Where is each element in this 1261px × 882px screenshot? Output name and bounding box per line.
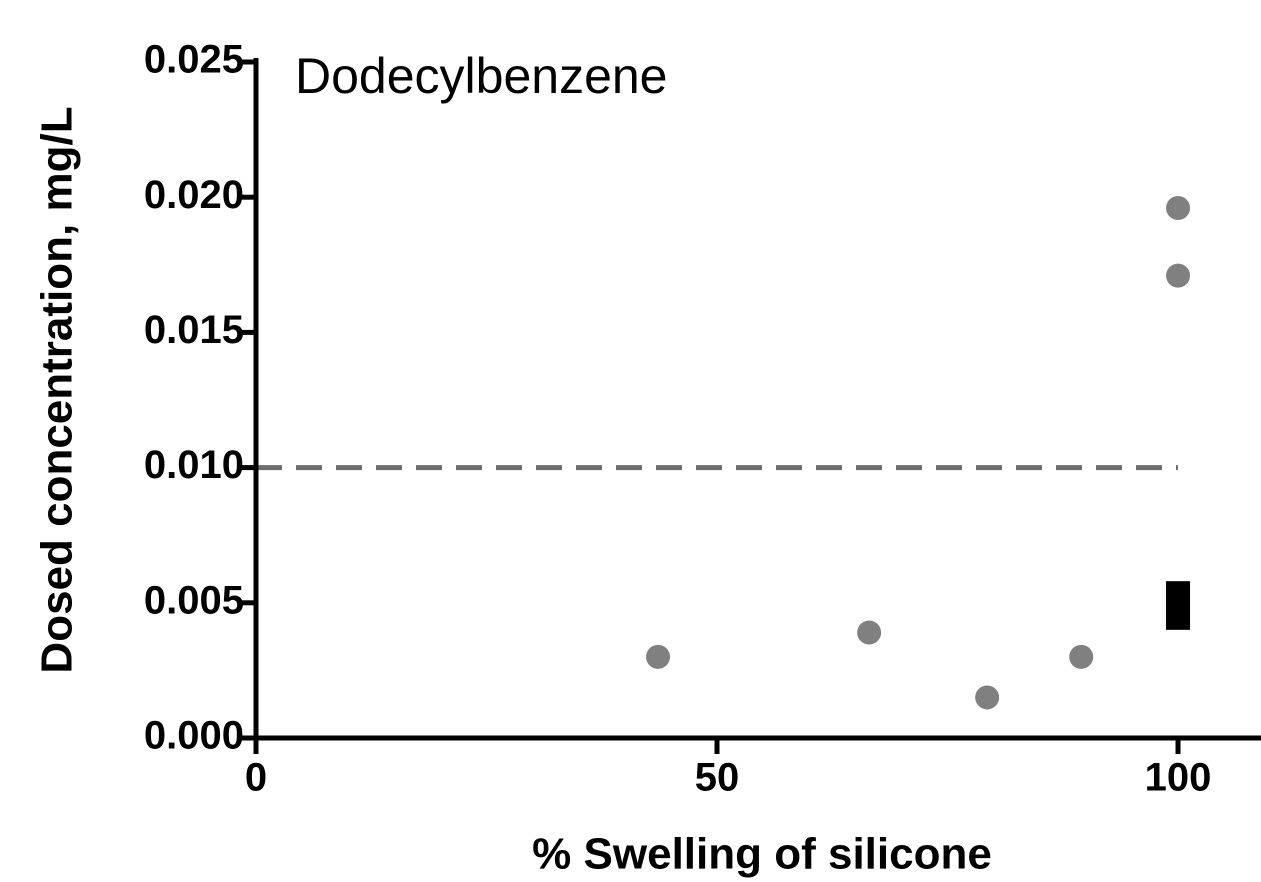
point xyxy=(975,685,1000,710)
x-tick-label: 50 xyxy=(695,756,740,800)
x-axis-label: % Swelling of silicone xyxy=(532,830,992,879)
point xyxy=(1166,263,1191,288)
point xyxy=(857,620,882,645)
y-tick-label: 0.015 xyxy=(144,308,244,352)
range-bar xyxy=(1166,581,1191,630)
y-tick-label: 0.005 xyxy=(144,578,244,622)
chart-title: Dodecylbenzene xyxy=(295,48,668,104)
point xyxy=(1069,644,1094,669)
point xyxy=(646,644,670,669)
y-tick-label: 0.025 xyxy=(144,38,244,82)
x-tick-label: 0 xyxy=(245,756,267,800)
y-tick-label: 0.000 xyxy=(144,714,244,758)
point xyxy=(1166,196,1191,221)
y-tick-label: 0.020 xyxy=(144,173,244,217)
y-tick-label: 0.010 xyxy=(144,443,244,487)
x-tick-label: 100 xyxy=(1145,756,1212,800)
y-axis-label: Dosed concentration, mg/L xyxy=(33,106,82,673)
